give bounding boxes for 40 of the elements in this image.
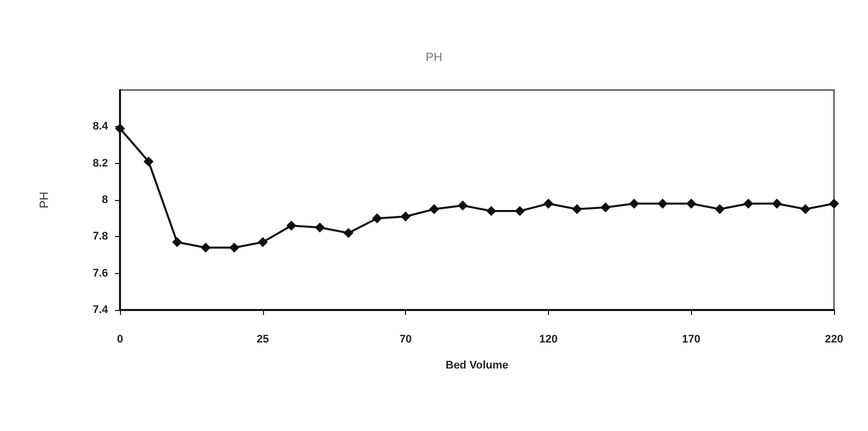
point xyxy=(314,222,325,232)
point xyxy=(200,242,211,253)
point xyxy=(372,213,382,224)
y-tick-label: 7.8 xyxy=(92,230,108,243)
point xyxy=(772,198,782,209)
point xyxy=(543,198,554,209)
point xyxy=(458,200,468,210)
x-tick-label: 0 xyxy=(116,334,124,346)
x-tick-label: 70 xyxy=(399,334,412,346)
y-tick-label: 8 xyxy=(102,194,108,206)
point xyxy=(743,198,754,209)
point xyxy=(343,228,354,238)
x-tick-label: 220 xyxy=(824,334,844,346)
y-tick-label: 8.4 xyxy=(92,120,109,133)
point xyxy=(286,220,296,231)
point xyxy=(144,156,154,166)
point xyxy=(686,198,696,209)
x-tick-label: 120 xyxy=(539,334,558,346)
point xyxy=(714,204,725,214)
point xyxy=(258,237,268,248)
point xyxy=(400,212,411,222)
x-tick-label: 25 xyxy=(256,334,269,346)
chart-title: PH xyxy=(426,50,442,64)
y-tick-label: 8.2 xyxy=(92,157,108,170)
point xyxy=(229,242,240,253)
point xyxy=(486,206,496,216)
point xyxy=(514,206,525,216)
y-tick-label: 7.6 xyxy=(92,267,108,280)
point xyxy=(629,198,640,209)
x-axis-title: Bed Volume xyxy=(446,360,508,372)
y-axis-title: PH xyxy=(37,192,51,208)
point xyxy=(800,204,810,214)
y-tick-label: 7.4 xyxy=(92,304,109,316)
point xyxy=(829,198,839,209)
point xyxy=(600,202,611,212)
point xyxy=(429,204,440,214)
point xyxy=(172,237,182,248)
point xyxy=(572,204,582,214)
x-tick-label: 170 xyxy=(682,334,700,346)
point xyxy=(658,198,668,209)
